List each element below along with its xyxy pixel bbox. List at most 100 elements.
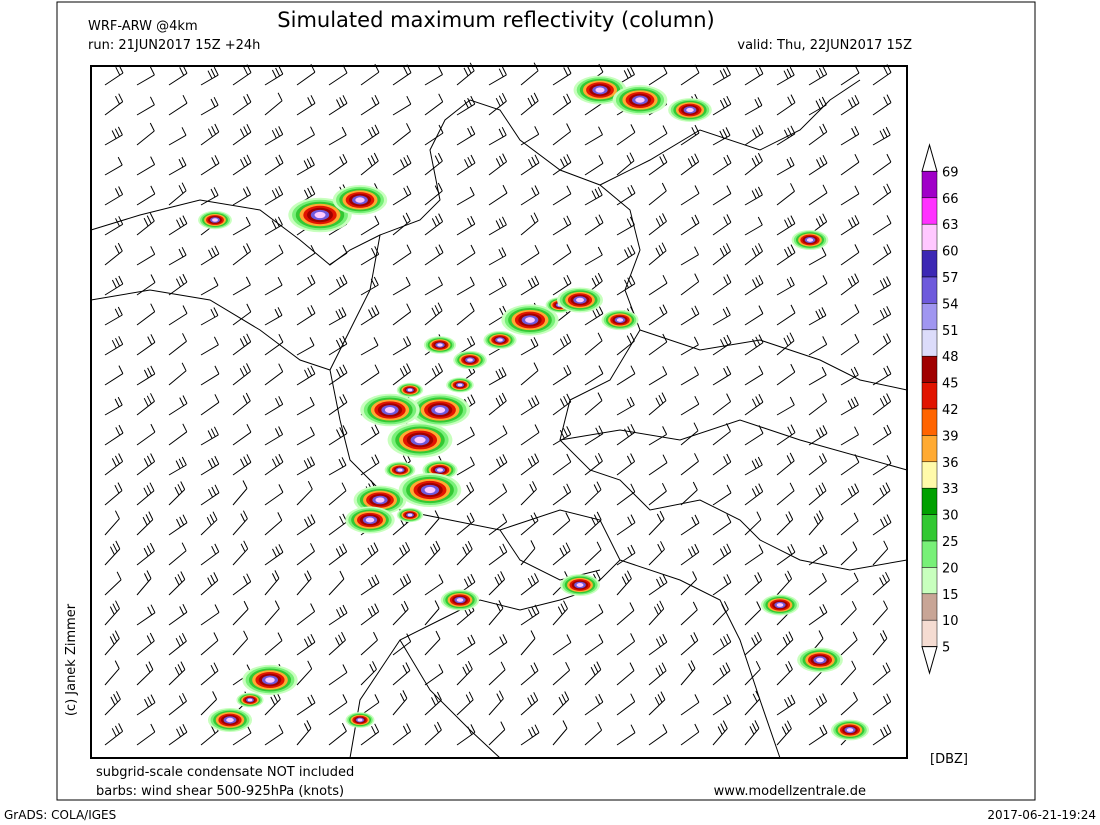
wind-barb xyxy=(392,185,412,206)
wind-barb xyxy=(584,332,603,356)
wind-barb xyxy=(840,512,859,536)
wind-barb xyxy=(552,661,571,686)
wind-barb xyxy=(136,122,155,146)
wind-barb xyxy=(200,245,220,266)
wind-barb xyxy=(776,215,796,236)
storm-cell xyxy=(407,513,413,517)
wind-barb xyxy=(552,483,572,506)
wind-barb xyxy=(552,691,570,716)
wind-barb xyxy=(392,541,411,566)
wind-barb xyxy=(424,630,441,656)
wind-barb xyxy=(840,273,860,296)
wind-barb xyxy=(296,694,316,716)
wind-barb xyxy=(104,691,121,716)
wind-barb xyxy=(552,634,572,656)
wind-barb xyxy=(168,481,186,506)
wind-barb xyxy=(680,453,699,476)
wind-barb xyxy=(232,600,249,626)
wind-barb xyxy=(808,247,827,266)
wind-barb xyxy=(552,333,572,356)
wind-barb xyxy=(840,215,860,236)
wind-barb xyxy=(136,246,156,266)
wind-barb xyxy=(712,95,732,116)
wind-barb xyxy=(104,306,123,326)
wind-barb xyxy=(296,456,316,476)
wind-barb xyxy=(552,512,571,536)
wind-barb xyxy=(200,484,220,506)
wind-barb xyxy=(200,511,218,536)
wind-barb xyxy=(328,604,348,626)
wind-barb xyxy=(232,630,249,656)
wind-barb xyxy=(520,481,537,506)
wind-barb xyxy=(840,153,860,176)
wind-barb xyxy=(264,570,280,596)
wind-barb xyxy=(776,183,795,206)
wind-barb xyxy=(264,690,281,716)
wind-barb xyxy=(680,632,699,656)
wind-barb xyxy=(200,455,220,476)
wind-barb xyxy=(232,303,252,326)
wind-barb xyxy=(136,303,156,326)
wind-barb xyxy=(744,243,763,266)
wind-barb xyxy=(136,482,155,506)
map-bg xyxy=(91,66,907,758)
wind-barb xyxy=(488,454,508,476)
wind-barb xyxy=(808,154,828,176)
wind-barb xyxy=(776,332,795,356)
wind-barb xyxy=(616,396,635,416)
wind-barb xyxy=(296,570,312,596)
wind-barb xyxy=(264,65,284,86)
colorbar-end xyxy=(921,646,938,675)
borders xyxy=(90,79,908,759)
wind-barb xyxy=(584,392,603,416)
wind-barb xyxy=(520,362,539,386)
wind-barb xyxy=(616,662,635,686)
wind-barb xyxy=(392,633,412,656)
storm-cell xyxy=(595,87,605,93)
wind-barb xyxy=(456,540,473,566)
wind-barb xyxy=(456,660,473,686)
wind-barb xyxy=(104,186,124,206)
wind-barb xyxy=(200,155,220,176)
wind-barb xyxy=(424,574,444,596)
wind-barb xyxy=(808,724,828,746)
storm-cell xyxy=(212,218,218,222)
wind-barb xyxy=(680,601,698,626)
wind-barb xyxy=(168,182,187,206)
wind-barb xyxy=(168,692,187,716)
wind-barb xyxy=(712,574,732,596)
wind-barb xyxy=(136,661,154,686)
wind-barb xyxy=(776,570,793,596)
wind-barb xyxy=(488,543,508,566)
wind-barb xyxy=(840,333,860,356)
wind-barb xyxy=(168,423,188,446)
wind-barb xyxy=(584,425,604,446)
wind-barbs xyxy=(104,62,892,746)
wind-barb xyxy=(168,157,187,176)
wind-barb xyxy=(520,275,540,296)
colorbar-label: 69 xyxy=(942,165,959,180)
wind-barb xyxy=(360,424,380,446)
wind-barb xyxy=(360,574,380,596)
wind-barb xyxy=(552,393,572,416)
wind-barb xyxy=(488,661,506,686)
wind-barb xyxy=(488,153,508,176)
wind-barb xyxy=(872,540,889,566)
wind-barb xyxy=(328,274,348,296)
wind-barb xyxy=(104,660,120,686)
wind-barb xyxy=(872,724,892,746)
wind-barb xyxy=(712,306,731,326)
storm-cell xyxy=(436,468,444,472)
wind-barb xyxy=(840,541,858,566)
colorbar-label: 5 xyxy=(942,641,950,656)
wind-barb xyxy=(456,456,475,476)
storm-cell xyxy=(806,238,814,242)
wind-barb xyxy=(264,484,284,506)
wind-barb xyxy=(808,184,828,206)
wind-barb xyxy=(520,92,539,116)
wind-barb xyxy=(552,93,572,116)
wind-barb xyxy=(136,212,155,236)
storm-cell xyxy=(497,338,503,342)
wind-barb xyxy=(232,123,252,146)
wind-barb xyxy=(840,366,859,386)
